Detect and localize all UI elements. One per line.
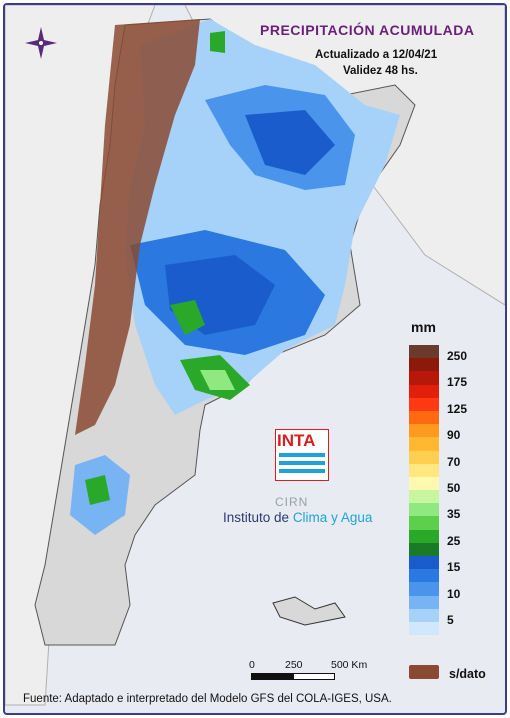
scale-label-500: 500 Km bbox=[331, 659, 368, 671]
legend-swatch bbox=[409, 371, 439, 385]
legend-label: 5 bbox=[447, 613, 454, 627]
legend-swatch bbox=[409, 529, 439, 543]
no-data-swatch bbox=[409, 665, 439, 679]
scale-segment-2 bbox=[293, 673, 335, 680]
scale-label-0: 0 bbox=[249, 659, 255, 671]
legend-label: 25 bbox=[447, 533, 461, 548]
validity-period: Validez 48 hs. bbox=[343, 65, 418, 77]
legend-label: 250 bbox=[447, 349, 468, 363]
legend-swatch bbox=[409, 345, 439, 359]
legend-swatch bbox=[409, 424, 439, 438]
no-data-label: s/dato bbox=[449, 667, 486, 681]
legend-color-bar bbox=[409, 345, 439, 636]
logo-brand: INTA bbox=[277, 431, 316, 450]
legend-label: 10 bbox=[447, 586, 461, 601]
scale-segment-1 bbox=[251, 673, 293, 680]
precipitation-map bbox=[5, 5, 505, 706]
legend-swatch bbox=[409, 384, 439, 398]
legend-swatch bbox=[409, 621, 439, 636]
scale-label-250: 250 bbox=[285, 659, 303, 671]
source-note: Fuente: Adaptado e interpretado del Mode… bbox=[23, 693, 392, 705]
legend-swatch bbox=[409, 582, 439, 596]
compass-rose-icon bbox=[25, 27, 57, 59]
malvinas-islands bbox=[272, 596, 346, 626]
legend-label: 15 bbox=[447, 560, 461, 575]
legend-swatch bbox=[409, 569, 439, 583]
legend-unit: mm bbox=[411, 319, 436, 335]
legend-swatch bbox=[409, 503, 439, 517]
inta-logo bbox=[274, 428, 330, 482]
rain-green-core-3 bbox=[85, 475, 110, 505]
legend-label: 50 bbox=[447, 481, 461, 495]
legend-label: 70 bbox=[447, 454, 461, 469]
legend-swatch bbox=[409, 595, 439, 609]
update-date: Actualizado a 12/04/21 bbox=[315, 49, 438, 61]
rain-green-core-2b bbox=[200, 370, 235, 390]
legend-swatch bbox=[409, 556, 439, 570]
legend-label: 125 bbox=[447, 401, 468, 416]
rain-strong-north bbox=[245, 110, 335, 175]
rain-green-core-4 bbox=[210, 31, 225, 53]
legend-swatch bbox=[409, 476, 439, 491]
legend-swatch bbox=[409, 410, 439, 425]
legend-swatch bbox=[409, 358, 439, 372]
legend-label: 175 bbox=[447, 375, 468, 390]
legend-swatch bbox=[409, 437, 439, 451]
legend-label: 90 bbox=[447, 428, 461, 443]
legend-swatch bbox=[409, 450, 439, 464]
institute-name: Instituto de Clima y Agua bbox=[223, 510, 372, 525]
map-title: PRECIPITACIÓN ACUMULADA bbox=[260, 22, 475, 38]
map-frame: PRECIPITACIÓN ACUMULADA Actualizado a 12… bbox=[3, 3, 507, 715]
legend-swatch bbox=[409, 490, 439, 504]
legend-swatch bbox=[409, 608, 439, 622]
logo-sub: CIRN bbox=[275, 495, 309, 509]
institute-prefix: Instituto de bbox=[223, 510, 290, 525]
no-data-andes bbox=[75, 19, 200, 435]
legend-swatch bbox=[409, 397, 439, 411]
institute-accent: Clima y Agua bbox=[292, 510, 373, 525]
legend-swatch bbox=[409, 542, 439, 556]
legend-swatch bbox=[409, 516, 439, 530]
legend-swatch bbox=[409, 463, 439, 477]
legend-label: 35 bbox=[447, 507, 461, 522]
rain-green-core-1 bbox=[170, 300, 205, 335]
